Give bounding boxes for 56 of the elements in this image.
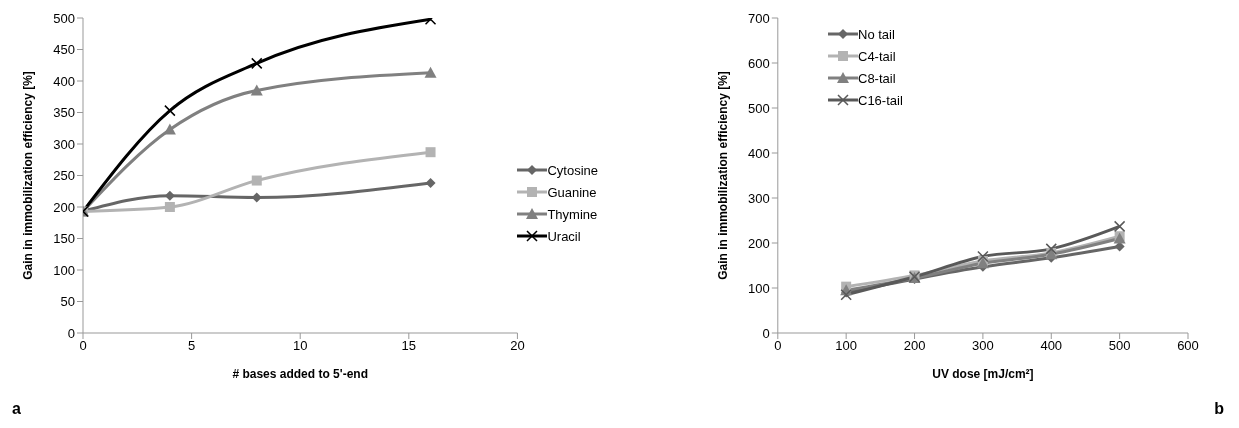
- x-axis-title: UV dose [mJ/cm²]: [932, 367, 1034, 381]
- y-tick-label: 200: [53, 199, 75, 215]
- x-tick-label: 200: [903, 338, 926, 354]
- x-tick-label: 20: [510, 338, 525, 354]
- text: a: [12, 400, 21, 418]
- point: [1113, 220, 1126, 233]
- y-tick-label: 350: [53, 105, 75, 121]
- legend-label: Thymine: [547, 206, 598, 222]
- x-tick-label: 0: [79, 338, 87, 354]
- y-tick-label: 600: [748, 55, 770, 71]
- point: [164, 202, 175, 212]
- y-axis-title: Gain in immobilization efficiency [%]: [21, 71, 36, 280]
- y-tick-label: 100: [53, 262, 75, 278]
- x-tick-label: 10: [292, 338, 308, 354]
- point: [1045, 243, 1058, 255]
- x-tick-label: 400: [1040, 338, 1063, 354]
- y-tick-label: 300: [53, 136, 75, 152]
- y-axis-title: Gain in immobilization efficiency [%]: [716, 71, 731, 280]
- point: [425, 178, 436, 189]
- x-axis-title: # bases added to 5'-end: [232, 367, 368, 381]
- x-tick-label: 15: [401, 338, 417, 354]
- point: [425, 147, 436, 158]
- x-tick-label: 600: [1177, 338, 1199, 354]
- text: b: [1214, 400, 1224, 418]
- point: [251, 175, 262, 186]
- y-tick-label: 400: [53, 73, 75, 89]
- point: [164, 104, 176, 117]
- x-tick-label: 300: [972, 338, 994, 354]
- x-tick-label: 0: [774, 338, 782, 354]
- x-tick-label: 5: [187, 338, 196, 354]
- y-tick-label: 500: [748, 100, 770, 116]
- legend-label: Cytosine: [547, 162, 598, 178]
- y-tick-label: 0: [67, 325, 75, 341]
- legend-label: No tail: [858, 26, 895, 42]
- y-tick-label: 50: [60, 294, 75, 310]
- y-tick-label: 450: [53, 42, 75, 58]
- legend-label: Guanine: [547, 184, 597, 200]
- y-tick-label: 300: [748, 190, 770, 206]
- point: [251, 57, 263, 70]
- y-tick-label: 400: [748, 145, 770, 161]
- point: [250, 84, 263, 96]
- y-tick-label: 200: [748, 235, 770, 251]
- y-tick-label: 150: [53, 231, 75, 247]
- y-tick-label: 0: [762, 325, 770, 341]
- y-tick-label: 100: [748, 280, 770, 296]
- x-tick-label: 500: [1108, 338, 1131, 354]
- legend-label: C8-tail: [858, 70, 896, 86]
- y-tick-label: 700: [748, 10, 770, 26]
- point: [424, 66, 437, 78]
- legend-label: Uracil: [547, 228, 581, 244]
- point: [977, 250, 989, 263]
- x-tick-label: 100: [835, 338, 858, 354]
- y-tick-label: 250: [53, 168, 75, 184]
- y-tick-label: 500: [53, 10, 75, 26]
- legend-label: C4-tail: [858, 48, 896, 64]
- legend-label: C16-tail: [858, 92, 903, 108]
